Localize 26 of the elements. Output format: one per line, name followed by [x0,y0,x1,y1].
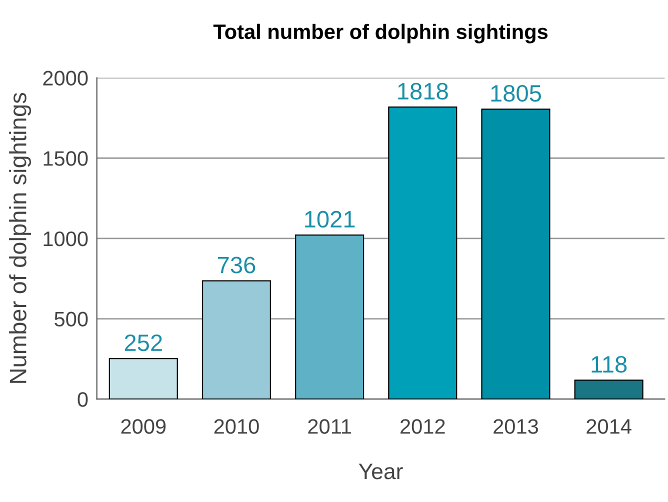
y-tick-label: 2000 [43,70,88,86]
chart-title: Total number of dolphin sightings [213,24,548,44]
data-label: 1021 [305,210,355,228]
x-tick-label: 2013 [494,419,538,434]
y-tick-label: 1500 [44,151,88,166]
data-label: 1805 [491,84,542,102]
x-tick-label: 2010 [214,419,259,434]
data-label: 252 [124,334,162,352]
bar [574,380,644,400]
bar [481,108,550,400]
x-tick-label: 2012 [400,419,445,434]
bar [295,234,364,400]
data-label: 118 [592,356,627,373]
y-tick-label: 0 [78,392,88,407]
bar [202,280,272,400]
x-tick-label: 2011 [308,419,351,434]
y-axis-title: Number of dolphin sightings [9,92,32,383]
x-axis-title: Year [358,464,403,480]
bar [388,106,458,400]
bar [108,358,178,400]
x-tick-label: 2014 [586,419,632,434]
y-tick-label: 500 [54,312,88,327]
data-label: 1818 [398,82,448,100]
data-label: 736 [218,256,256,274]
y-tick-label: 1000 [44,231,88,246]
x-tick-label: 2009 [121,419,166,434]
